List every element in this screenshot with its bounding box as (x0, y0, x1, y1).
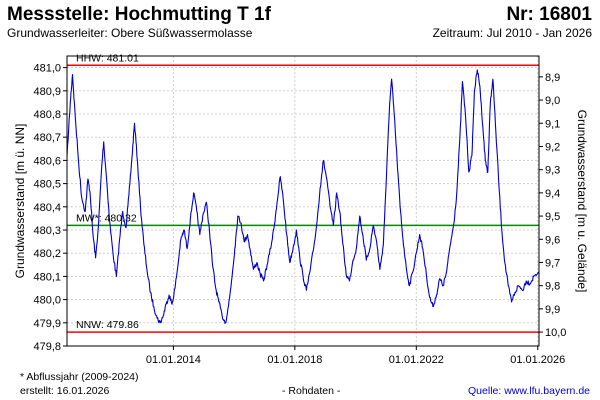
x-tick-label: 01.01.2022 (389, 354, 444, 366)
y-axis-label-right: Grundwasserstand [m u. Gelände] (575, 110, 589, 293)
y-tick-label-left: 480,2 (33, 248, 61, 260)
y-tick-label-right: 9,3 (545, 165, 560, 177)
series-layer (66, 69, 539, 324)
y-tick-label-right: 9,9 (545, 304, 560, 316)
reference-line-label: HHW: 481.01 (76, 52, 139, 64)
x-tick-label: 01.01.2026 (510, 354, 565, 366)
y-tick-label-left: 479,9 (33, 318, 61, 330)
y-tick-label-right: 9,0 (545, 95, 560, 107)
source-link[interactable]: Quelle: www.lfu.bayern.de (468, 385, 590, 397)
station-number: Nr: 16801 (506, 4, 592, 25)
page-title: Messstelle: Hochmutting T 1f (7, 4, 271, 25)
y-tick-label-right: 8,9 (545, 72, 560, 84)
y-tick-label-right: 9,8 (545, 281, 560, 293)
y-axis-label-left: Grundwasserstand [m ü. NN] (13, 124, 27, 279)
reference-lines (67, 64, 539, 333)
groundwater-level-line (66, 69, 539, 324)
y-tick-label-left: 480,1 (33, 271, 61, 283)
raw-data-note: - Rohdaten - (282, 385, 341, 397)
reference-labels: HHW: 481.01 MW*: 480.32 NNW: 479.86 (76, 52, 139, 331)
y-tick-label-left: 480,6 (33, 155, 61, 167)
reference-line-label: NNW: 479.86 (76, 319, 139, 331)
y-tick-label-right: 9,6 (545, 234, 560, 246)
y-tick-label-right: 9,1 (545, 118, 560, 130)
y-tick-label-left: 481,0 (33, 63, 61, 75)
y-tick-label-right: 9,2 (545, 141, 560, 153)
y-tick-label-left: 480,3 (33, 225, 61, 237)
y-tick-label-right: 9,4 (545, 188, 560, 200)
y-tick-label-left: 479,8 (33, 341, 61, 353)
y-tick-label-left: 480,8 (33, 109, 61, 121)
y-tick-label-right: 9,7 (545, 257, 560, 269)
created-date: erstellt: 16.01.2026 (20, 385, 110, 397)
x-tick-label: 01.01.2018 (267, 354, 322, 366)
period-label: Zeitraum: Jul 2010 - Jan 2026 (432, 26, 592, 40)
plot-frame (66, 55, 540, 347)
y-tick-label-left: 480,4 (33, 202, 61, 214)
axis-ticks: 479,8 479,9 480,0 480,1 480,2 480,3 480,4 480,5… (33, 63, 566, 366)
footnote: * Abflussjahr (2009-2024) (20, 371, 139, 383)
grid (67, 56, 539, 347)
x-tick-label: 01.01.2014 (146, 354, 201, 366)
y-tick-label-left: 480,7 (33, 132, 61, 144)
y-tick-label-left: 480,9 (33, 86, 61, 98)
reference-line-label: MW*: 480.32 (76, 212, 137, 224)
y-tick-label-right: 9,5 (545, 211, 560, 223)
y-tick-label-left: 480,5 (33, 179, 61, 191)
y-tick-label-right: 10,0 (545, 327, 566, 339)
aquifer-label: Grundwasserleiter: Obere Süßwassermolass… (7, 26, 253, 40)
y-tick-label-left: 480,0 (33, 295, 61, 307)
